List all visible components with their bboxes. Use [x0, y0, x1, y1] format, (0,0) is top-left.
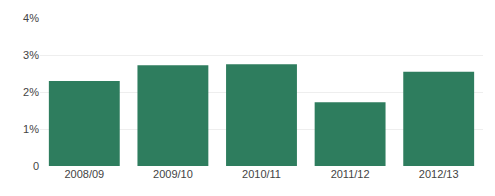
svg-text:2008/09: 2008/09 [64, 168, 104, 180]
svg-text:2010/11: 2010/11 [242, 168, 281, 180]
svg-text:1%: 1% [23, 123, 39, 135]
svg-text:0: 0 [33, 160, 39, 172]
svg-text:3%: 3% [23, 49, 39, 61]
svg-text:4%: 4% [23, 12, 39, 24]
svg-text:2009/10: 2009/10 [153, 168, 193, 180]
svg-text:2012/13: 2012/13 [419, 168, 459, 180]
svg-text:2011/12: 2011/12 [331, 168, 370, 180]
svg-text:2%: 2% [23, 86, 39, 98]
